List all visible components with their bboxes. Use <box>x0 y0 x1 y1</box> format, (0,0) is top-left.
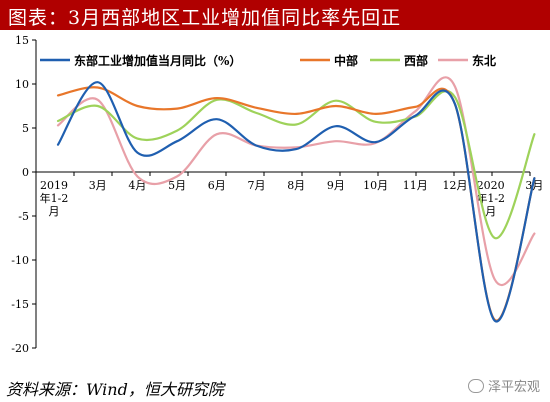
title-bar: 图表：3月西部地区工业增加值同比率先回正 <box>0 0 550 30</box>
y-tick-label: -20 <box>11 342 29 355</box>
x-tick-label: 2019 <box>40 179 68 192</box>
y-tick-label: 10 <box>15 78 29 91</box>
x-tick-label: 7月 <box>248 179 266 192</box>
x-tick-label: 3月 <box>525 179 543 192</box>
x-tick-label: 年1-2 <box>40 191 69 205</box>
series-line-0 <box>56 81 536 323</box>
legend-label: 东北 <box>472 53 496 68</box>
x-tick-label: 4月 <box>128 179 146 192</box>
y-tick-label: -15 <box>11 298 29 311</box>
x-tick-label: 11月 <box>403 179 428 192</box>
y-tick-label: 0 <box>22 166 29 179</box>
x-tick-label: 3月 <box>89 179 107 192</box>
y-tick-label: -10 <box>11 254 29 267</box>
x-tick-label: 月 <box>485 205 496 218</box>
legend-label: 西部 <box>404 53 428 68</box>
x-tick-label: 9月 <box>327 179 345 192</box>
legend-label: 中部 <box>334 53 358 68</box>
series-line-3 <box>56 76 536 287</box>
x-tick-label: 12月 <box>443 179 468 192</box>
x-tick-label: 2020 <box>477 179 505 192</box>
y-tick-label: 15 <box>15 34 29 47</box>
x-tick-label: 月 <box>49 205 60 218</box>
x-tick-label: 5月 <box>168 179 186 192</box>
x-tick-label: 年1-2 <box>476 191 505 205</box>
x-tick-label: 8月 <box>287 179 305 192</box>
watermark-text: 泽平宏观 <box>487 380 540 395</box>
wechat-icon <box>467 378 484 393</box>
x-tick-label: 10月 <box>363 179 388 192</box>
x-tick-label: 6月 <box>208 179 226 192</box>
series-line-2 <box>56 89 536 240</box>
source-note: 资料来源：Wind，恒大研究院 <box>6 380 224 399</box>
watermark: 泽平宏观 <box>467 376 540 395</box>
legend-label: 东部工业增加值当月同比（%） <box>74 53 241 68</box>
y-tick-label: 5 <box>22 122 29 135</box>
y-tick-label: -5 <box>18 210 29 223</box>
chart-title: 图表：3月西部地区工业增加值同比率先回正 <box>8 7 402 29</box>
